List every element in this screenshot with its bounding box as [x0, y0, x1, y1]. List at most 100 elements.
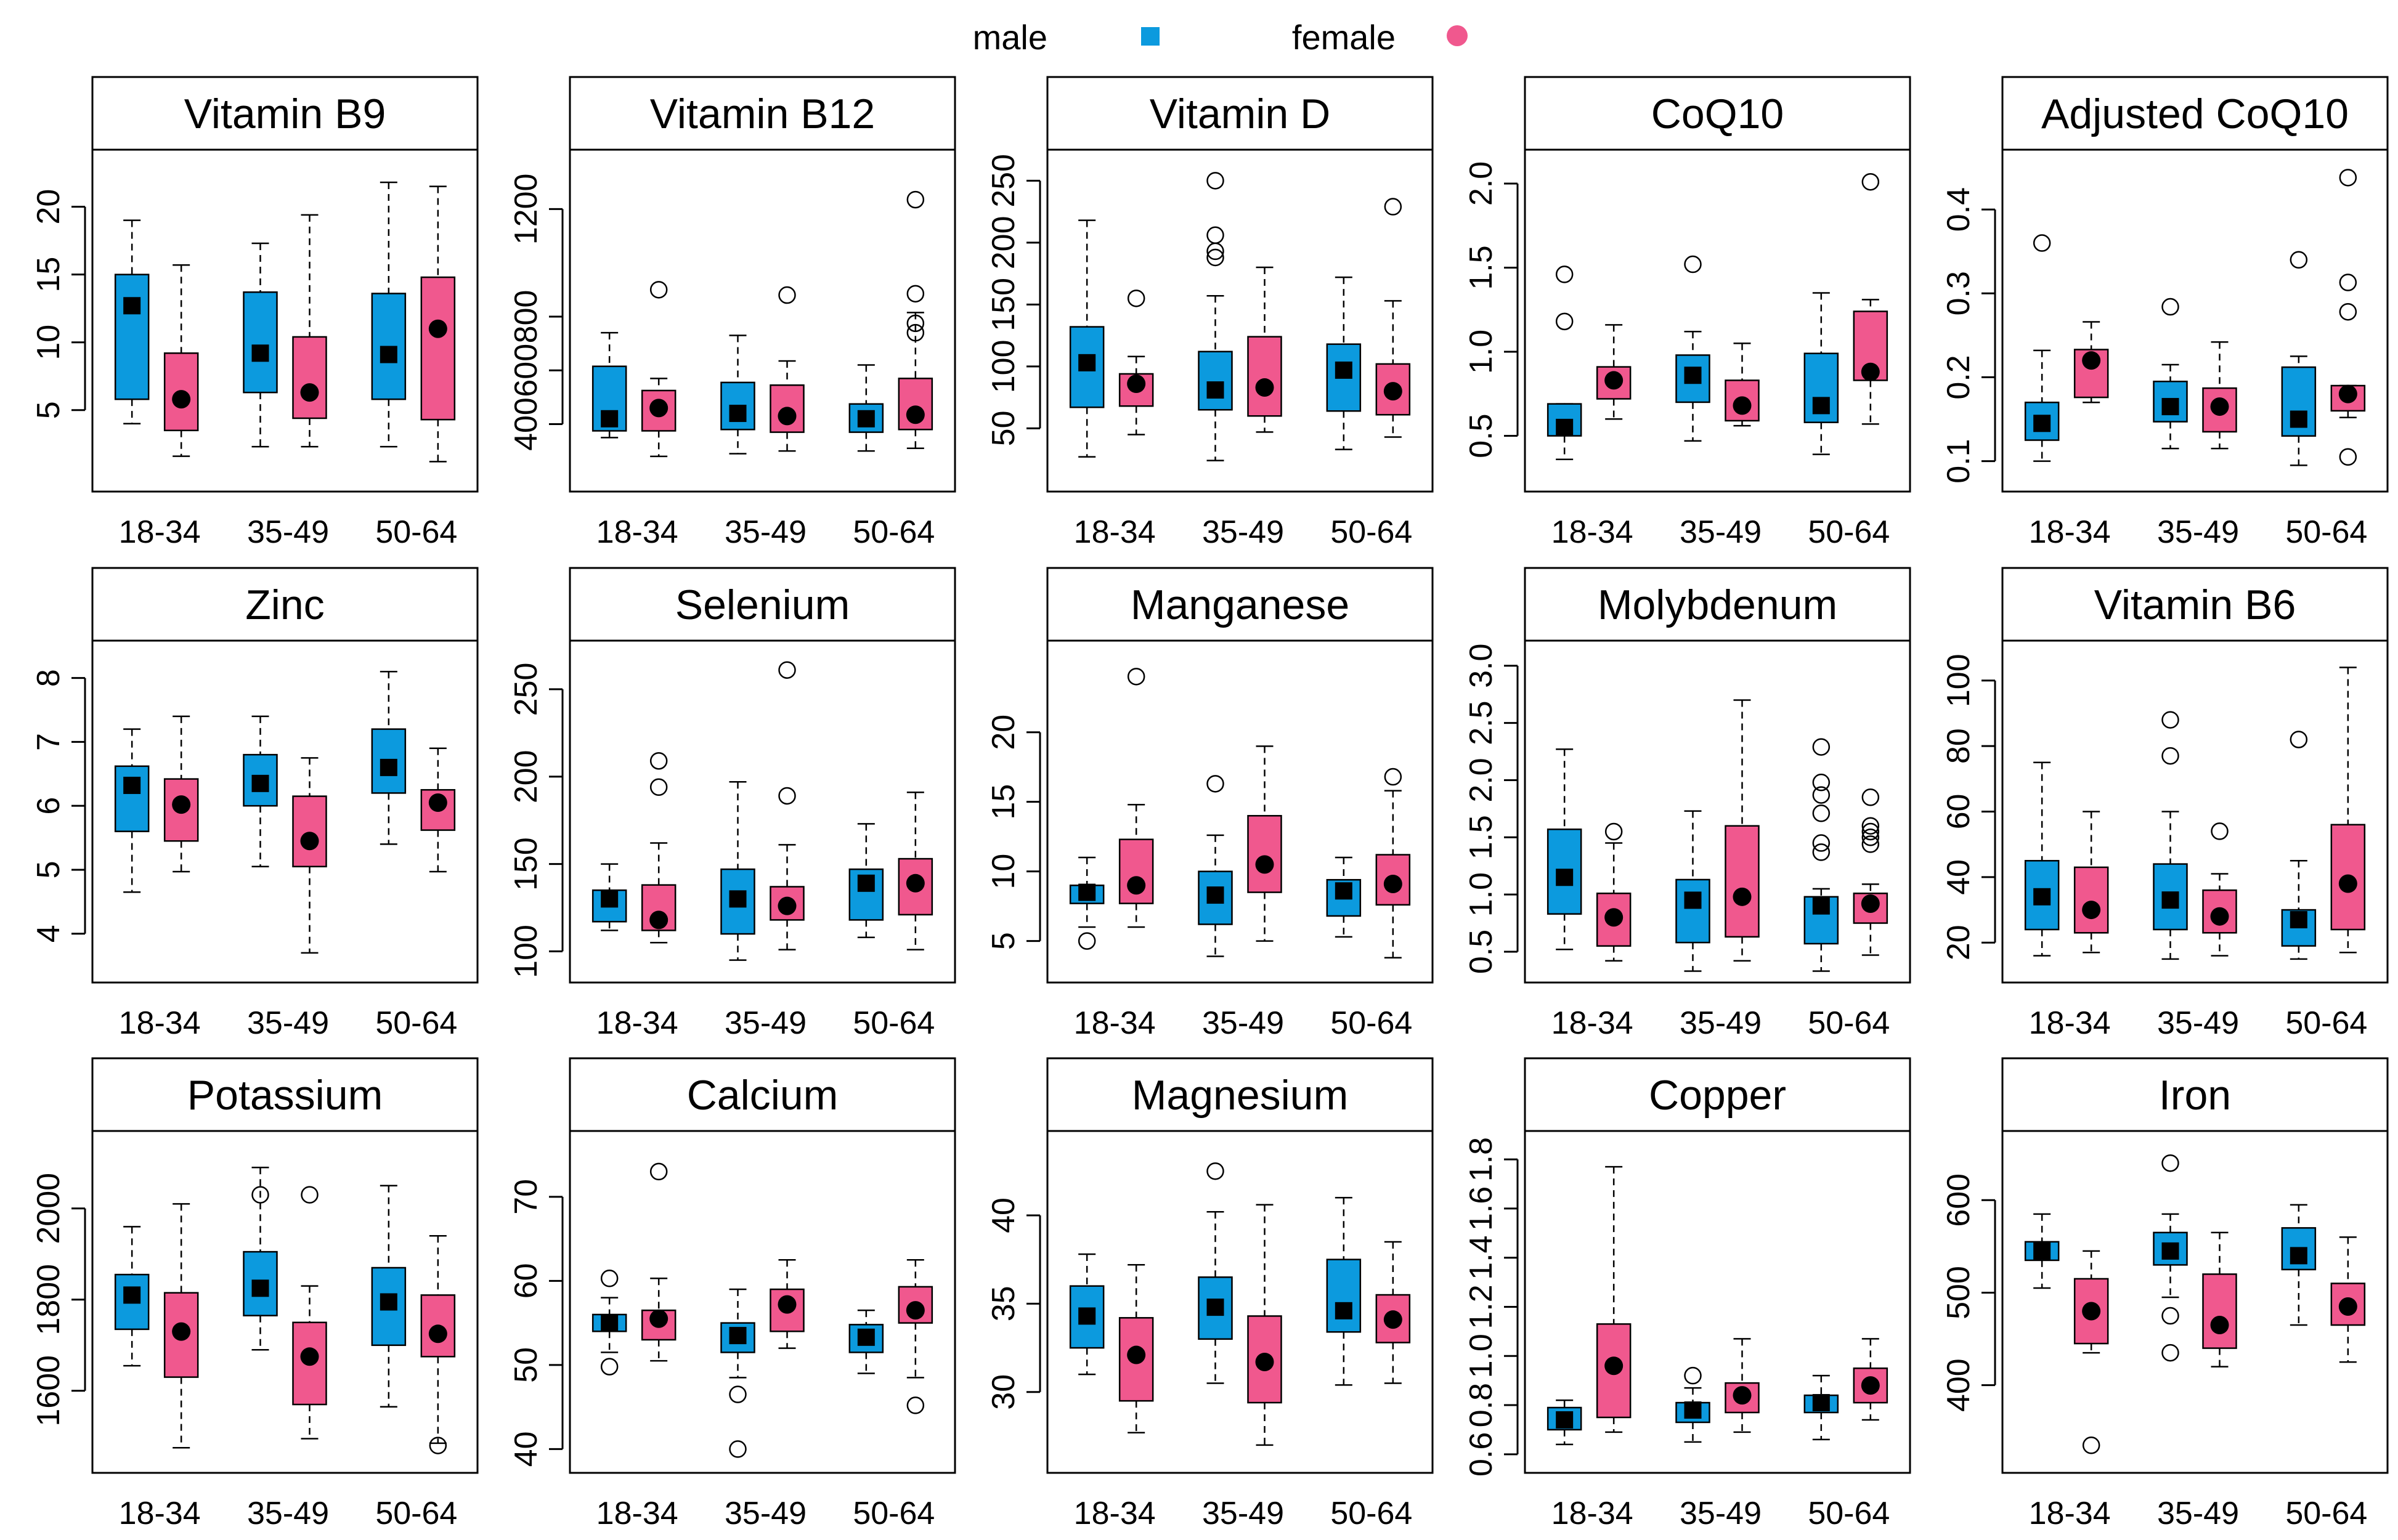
y-tick-label: 1.8 [1463, 1137, 1499, 1181]
outlier-point [1555, 265, 1574, 283]
y-tick-label: 0.3 [1941, 271, 1977, 315]
y-tick-label: 0.5 [1463, 930, 1499, 974]
panel-coq10: CoQ10 0.5 1.0 1.5 2.0 18-34 35-49 50-64 [1463, 76, 1911, 550]
x-category-label: 35-49 [247, 514, 329, 550]
outlier-point [1861, 835, 1880, 853]
panel-title-strip [1524, 567, 1911, 642]
plot-area [91, 639, 479, 984]
mean-marker [2082, 1302, 2101, 1321]
outlier-point [1206, 1162, 1224, 1180]
mean-marker [1684, 1401, 1702, 1419]
panel-copper: Copper 0.6 0.8 1.0 1.2 1.4 1.6 1.8 18-34 35-49 50-… [1463, 1057, 1911, 1531]
y-tick-label: 40 [508, 1431, 544, 1467]
mean-marker [1556, 869, 1574, 886]
outlier-point [778, 661, 796, 679]
legend-male-label: male [973, 18, 1047, 57]
y-tick-label: 5 [31, 861, 67, 878]
y-tick-label: 10 [986, 854, 1022, 890]
outlier-point [429, 1437, 447, 1454]
outlier-point [778, 286, 796, 304]
box-female-35-49 [292, 1186, 327, 1440]
outlier-point [1812, 834, 1831, 852]
y-tick-label: 7 [31, 733, 67, 751]
mean-marker [380, 758, 397, 776]
box-male-35-49 [720, 1288, 755, 1458]
legend-female-label: female [1292, 18, 1396, 57]
mean-marker [857, 874, 875, 892]
box-female-50-64 [1375, 768, 1411, 958]
panel-title-strip [1046, 567, 1434, 642]
outlier-point [2339, 448, 2357, 466]
panel-molybdenum: Molybdenum 0.5 1.0 1.5 2.0 2.5 3.0 18-34 35-49 50… [1463, 567, 1911, 1041]
box-female-35-49 [2202, 1231, 2237, 1368]
outlier-point [1812, 738, 1831, 756]
mean-marker [2161, 1242, 2179, 1260]
box-female-50-64 [420, 1234, 456, 1454]
box-male-18-34 [2024, 761, 2060, 957]
outlier-point [2161, 298, 2179, 316]
mean-marker [601, 1314, 619, 1332]
x-category-label: 35-49 [2157, 1496, 2239, 1531]
box-iqr [1547, 829, 1582, 915]
y-tick-label: 2.0 [1463, 161, 1499, 206]
mean-marker [1733, 1386, 1752, 1405]
mean-marker [906, 1301, 925, 1320]
plot-area [569, 148, 956, 493]
panel-title-strip [91, 1057, 479, 1132]
outlier-point [1812, 843, 1831, 861]
y-tick-label: 600 [508, 344, 544, 397]
mean-marker [2290, 1247, 2307, 1265]
box-female-18-34 [163, 715, 199, 873]
mean-marker [428, 1324, 447, 1343]
box-female-35-49 [1725, 342, 1760, 427]
x-category-label: 18-34 [1551, 1496, 1633, 1531]
y-tick-label: 35 [986, 1286, 1022, 1321]
y-tick-label: 80 [1941, 728, 1977, 764]
plot-area [91, 148, 479, 493]
panel-title: Vitamin D [1150, 91, 1331, 137]
y-tick-label: 100 [508, 925, 544, 978]
box-male-50-64 [1803, 292, 1839, 455]
outlier-point [1861, 829, 1880, 846]
mean-marker [1733, 887, 1752, 906]
panel-magnesium: Magnesium 30 35 40 18-34 35-49 50-64 [986, 1057, 1434, 1531]
box-female-18-34 [163, 264, 199, 457]
box-female-18-34 [1118, 290, 1154, 436]
box-iqr [2202, 1273, 2237, 1349]
panel-title: Calcium [687, 1072, 839, 1119]
mean-marker [1812, 397, 1830, 415]
box-iqr [2073, 866, 2109, 934]
plot-area [1046, 148, 1434, 493]
y-tick-label: 200 [986, 216, 1022, 269]
mean-marker [601, 890, 619, 908]
y-tick-label: 20 [1941, 925, 1977, 960]
y-tick-label: 6 [31, 797, 67, 815]
y-tick-label: 1.5 [1463, 815, 1499, 859]
x-category-label: 35-49 [247, 1496, 329, 1531]
outlier-point [906, 190, 925, 209]
box-female-50-64 [898, 1258, 933, 1414]
box-iqr [114, 274, 150, 400]
plot-area [91, 1130, 479, 1474]
x-category-label: 18-34 [119, 1005, 201, 1041]
box-male-18-34 [114, 219, 150, 425]
panel-title: Adjusted CoQ10 [2041, 91, 2349, 137]
mean-marker [1861, 1376, 1880, 1395]
outlier-point [1206, 248, 1224, 267]
panel-title-strip [569, 567, 956, 642]
box-iqr [1247, 815, 1282, 893]
mean-marker [729, 405, 747, 423]
legend-male-swatch [1141, 27, 1160, 46]
box-female-18-34 [2073, 811, 2109, 954]
y-tick-label: 40 [1941, 859, 1977, 895]
mean-marker [1078, 354, 1096, 371]
panel-title: Vitamin B12 [650, 91, 875, 137]
mean-marker [906, 873, 925, 893]
box-female-35-49 [1725, 1338, 1760, 1433]
y-tick-label: 400 [508, 397, 544, 451]
outlier-point [1206, 226, 1224, 245]
y-tick-label: 1.0 [1463, 330, 1499, 374]
box-female-35-49 [1247, 266, 1282, 433]
outlier-point [2339, 169, 2357, 187]
